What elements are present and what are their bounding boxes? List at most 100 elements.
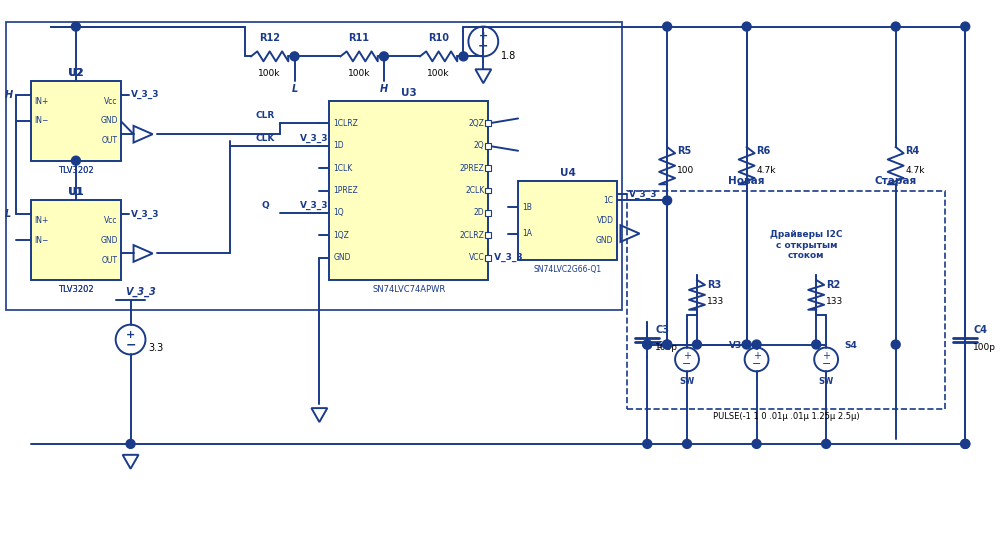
Text: +: + [683, 351, 691, 361]
Text: CLK: CLK [255, 134, 275, 143]
Text: 1Q: 1Q [333, 208, 344, 218]
Text: U2: U2 [68, 68, 84, 78]
Text: 2PREZ: 2PREZ [460, 164, 484, 173]
Bar [485, 143, 491, 149]
Text: +: + [822, 351, 830, 361]
Text: 1C: 1C [603, 196, 613, 205]
Text: V_3_3: V_3_3 [131, 210, 159, 219]
Circle shape [692, 340, 701, 349]
Circle shape [643, 440, 652, 448]
Circle shape [961, 440, 970, 448]
Bar [6, 22, 622, 310]
Text: H: H [380, 84, 388, 94]
Circle shape [663, 340, 672, 349]
Text: TLV3202: TLV3202 [58, 166, 94, 174]
Circle shape [742, 22, 751, 31]
Circle shape [891, 22, 900, 31]
Text: C3: C3 [655, 325, 669, 335]
Text: U4: U4 [560, 167, 576, 178]
Text: 1D: 1D [333, 141, 344, 150]
Text: 100k: 100k [348, 69, 370, 78]
Circle shape [643, 340, 652, 349]
Text: R5: R5 [677, 146, 691, 156]
Text: R12: R12 [259, 33, 280, 43]
Text: L: L [291, 84, 298, 94]
Text: TLV3202: TLV3202 [58, 166, 94, 174]
Circle shape [752, 340, 761, 349]
Text: GND: GND [333, 253, 351, 262]
Text: Vcc: Vcc [104, 216, 118, 225]
Text: IN+: IN+ [34, 97, 49, 106]
Text: 133: 133 [826, 298, 843, 306]
Bar [485, 187, 491, 193]
Text: GND: GND [596, 235, 613, 245]
Circle shape [961, 440, 970, 448]
Text: S4: S4 [844, 341, 857, 350]
Circle shape [643, 340, 652, 349]
Text: 4.7k: 4.7k [757, 166, 776, 175]
Bar [627, 191, 945, 409]
Text: +: + [126, 329, 135, 340]
Text: 2D: 2D [474, 208, 484, 218]
Circle shape [742, 340, 751, 349]
Text: 2CLK: 2CLK [465, 186, 484, 195]
Text: GND: GND [100, 235, 118, 245]
Text: V_3_3: V_3_3 [491, 253, 523, 262]
Bar [485, 254, 491, 261]
Text: 100: 100 [677, 166, 694, 175]
Bar [329, 101, 488, 280]
Text: OUT: OUT [102, 255, 118, 265]
Text: 1QZ: 1QZ [333, 231, 349, 240]
Text: U1: U1 [69, 187, 83, 198]
Text: U2: U2 [69, 68, 83, 78]
Text: V_3_3: V_3_3 [299, 201, 328, 210]
Text: Драйверы I2C
с открытым
стоком: Драйверы I2C с открытым стоком [770, 230, 843, 260]
Text: SW: SW [679, 377, 695, 386]
Text: IN−: IN− [34, 117, 49, 125]
Text: VCC: VCC [469, 253, 484, 262]
Text: R10: R10 [428, 33, 449, 43]
Text: 3.3: 3.3 [148, 342, 164, 353]
Text: Q: Q [262, 201, 270, 210]
Text: 100k: 100k [258, 69, 281, 78]
Bar [31, 200, 121, 280]
Text: OUT: OUT [102, 136, 118, 145]
Text: −: − [682, 359, 692, 369]
Text: CLR: CLR [255, 111, 275, 120]
Text: SN74LVC74APWR: SN74LVC74APWR [372, 285, 445, 294]
Text: −: − [478, 40, 489, 53]
Circle shape [71, 156, 80, 165]
Text: TLV3202: TLV3202 [58, 285, 94, 294]
Text: GND: GND [100, 117, 118, 125]
Circle shape [961, 22, 970, 31]
Text: V_3_3: V_3_3 [126, 287, 156, 297]
Text: C4: C4 [973, 325, 987, 335]
Text: −: − [752, 359, 761, 369]
Text: S5: S5 [656, 341, 669, 350]
Text: R11: R11 [349, 33, 370, 43]
Bar [518, 180, 617, 260]
Text: 100p: 100p [655, 343, 678, 352]
Text: 100k: 100k [427, 69, 450, 78]
Text: Старая: Старая [875, 176, 917, 186]
Text: 2Q: 2Q [474, 141, 484, 150]
Bar [485, 165, 491, 171]
Bar [485, 232, 491, 238]
Text: 100p: 100p [973, 343, 996, 352]
Text: SN74LVC2G66-Q1: SN74LVC2G66-Q1 [534, 265, 602, 274]
Circle shape [683, 440, 691, 448]
Text: 2QZ: 2QZ [468, 119, 484, 128]
Text: −: − [821, 359, 831, 369]
Circle shape [126, 440, 135, 448]
Text: R3: R3 [707, 280, 721, 290]
Text: Vcc: Vcc [104, 97, 118, 106]
Text: 1CLK: 1CLK [333, 164, 353, 173]
Text: SW: SW [819, 377, 834, 386]
Circle shape [822, 440, 831, 448]
Bar [485, 210, 491, 216]
Text: R6: R6 [757, 146, 771, 156]
Circle shape [663, 196, 672, 205]
Text: L: L [4, 209, 11, 219]
Text: V_3_3: V_3_3 [299, 134, 328, 143]
Circle shape [663, 22, 672, 31]
